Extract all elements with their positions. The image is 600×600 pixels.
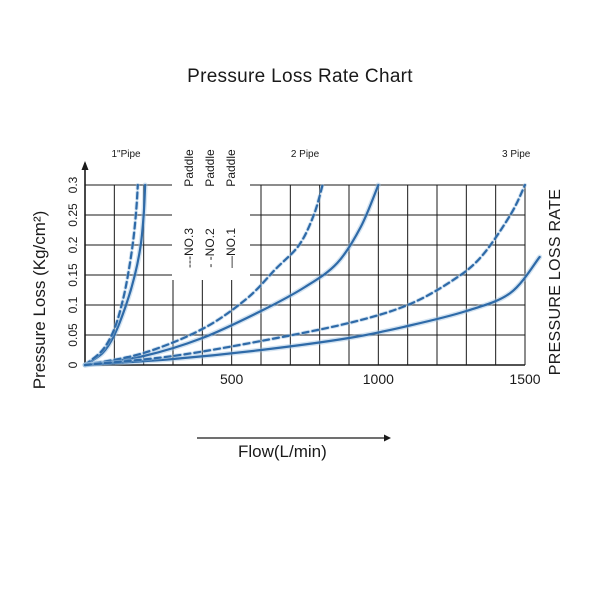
- series-line: [83, 183, 147, 367]
- y-tick-label: 0.3: [66, 176, 80, 193]
- legend-entry-label: ---NO.3: [182, 228, 196, 268]
- flow-arrow-head: [384, 434, 391, 442]
- x-tick-label: 1500: [509, 371, 540, 387]
- pipe-size-label: 3 Pipe: [502, 149, 531, 160]
- legend-background: [172, 150, 250, 280]
- legend-entry-label: —NO.1: [224, 228, 238, 268]
- y-tick-label: 0.2: [66, 236, 80, 253]
- y-tick-label: 0.05: [66, 323, 80, 347]
- pipe-size-label: 2 Pipe: [291, 149, 320, 160]
- series-line: [83, 183, 380, 367]
- series-line: [83, 183, 139, 367]
- x-tick-label: 500: [220, 371, 244, 387]
- y-tick-label: 0.15: [66, 263, 80, 287]
- pipe-size-label: 1"Pipe: [111, 149, 141, 160]
- series-line: [83, 183, 324, 367]
- x-axis-label: Flow(L/min): [238, 442, 327, 461]
- chart-title: Pressure Loss Rate Chart: [187, 66, 413, 87]
- legend-paddle-label: Paddle: [203, 149, 217, 187]
- y-tick-label: 0.25: [66, 203, 80, 227]
- y-tick-label: 0.1: [66, 296, 80, 313]
- x-tick-label: 1000: [363, 371, 394, 387]
- y-tick-label: 0: [66, 361, 80, 368]
- series-line: [83, 255, 541, 367]
- series-line: [83, 183, 527, 367]
- y-axis-arrow: [81, 161, 89, 170]
- legend-paddle-label: Paddle: [224, 149, 238, 187]
- legend-entry-label: - -NO.2: [203, 228, 217, 268]
- legend-paddle-label: Paddle: [182, 149, 196, 187]
